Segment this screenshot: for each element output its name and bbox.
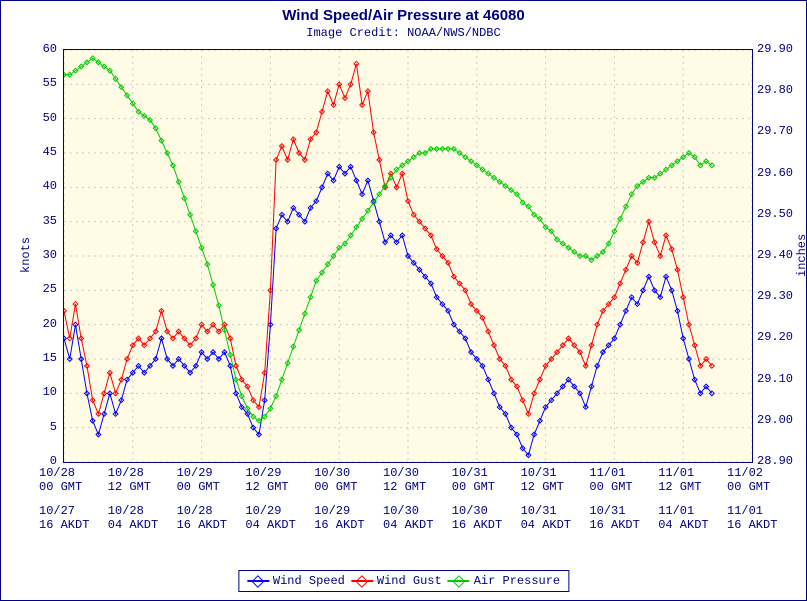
- legend-item: Air Pressure: [448, 574, 560, 588]
- chart-container: Wind Speed/Air Pressure at 46080 Image C…: [0, 0, 807, 601]
- y-right-tick-label: 29.80: [757, 83, 793, 97]
- chart-subtitle: Image Credit: NOAA/NWS/NDBC: [1, 26, 806, 40]
- x-tick-gmt: 10/30 00 GMT: [314, 467, 357, 495]
- y-left-tick-label: 5: [50, 420, 57, 434]
- legend-label: Wind Gust: [377, 574, 442, 588]
- chart-title: Wind Speed/Air Pressure at 46080: [1, 1, 806, 24]
- y-left-tick-label: 30: [43, 248, 57, 262]
- y-left-tick-label: 55: [43, 76, 57, 90]
- legend: Wind Speed Wind Gust Air Pressure: [238, 570, 569, 592]
- y-right-tick-label: 29.20: [757, 330, 793, 344]
- x-tick-akdt: 10/31 16 AKDT: [589, 505, 639, 533]
- y-right-tick-label: 29.90: [757, 42, 793, 56]
- x-tick-gmt: 11/01 00 GMT: [589, 467, 632, 495]
- y-right-tick-label: 29.40: [757, 248, 793, 262]
- x-tick-gmt: 10/29 00 GMT: [177, 467, 220, 495]
- x-tick-gmt: 11/02 00 GMT: [727, 467, 770, 495]
- y-left-tick-label: 25: [43, 282, 57, 296]
- y-left-tick-label: 10: [43, 385, 57, 399]
- y-right-tick-label: 29.50: [757, 207, 793, 221]
- x-tick-akdt: 10/31 04 AKDT: [521, 505, 571, 533]
- x-tick-akdt: 10/28 16 AKDT: [177, 505, 227, 533]
- y-right-tick-label: 29.70: [757, 124, 793, 138]
- y-left-tick-label: 45: [43, 145, 57, 159]
- y-axis-left-label: knots: [19, 237, 33, 273]
- legend-item: Wind Speed: [247, 574, 345, 588]
- x-tick-gmt: 10/28 00 GMT: [39, 467, 82, 495]
- y-left-tick-label: 15: [43, 351, 57, 365]
- y-right-tick-label: 29.00: [757, 413, 793, 427]
- x-tick-gmt: 10/29 12 GMT: [245, 467, 288, 495]
- x-tick-akdt: 10/30 04 AKDT: [383, 505, 433, 533]
- y-right-tick-label: 29.30: [757, 289, 793, 303]
- x-tick-akdt: 10/28 04 AKDT: [108, 505, 158, 533]
- x-tick-akdt: 10/29 04 AKDT: [245, 505, 295, 533]
- y-left-tick-label: 60: [43, 42, 57, 56]
- legend-label: Air Pressure: [474, 574, 560, 588]
- x-tick-gmt: 10/28 12 GMT: [108, 467, 151, 495]
- x-tick-gmt: 10/30 12 GMT: [383, 467, 426, 495]
- y-left-tick-label: 20: [43, 317, 57, 331]
- x-tick-akdt: 10/27 16 AKDT: [39, 505, 89, 533]
- x-tick-akdt: 11/01 04 AKDT: [658, 505, 708, 533]
- x-tick-akdt: 10/29 16 AKDT: [314, 505, 364, 533]
- x-tick-akdt: 11/01 16 AKDT: [727, 505, 777, 533]
- x-tick-akdt: 10/30 16 AKDT: [452, 505, 502, 533]
- legend-label: Wind Speed: [273, 574, 345, 588]
- legend-item: Wind Gust: [351, 574, 442, 588]
- x-tick-gmt: 10/31 12 GMT: [521, 467, 564, 495]
- x-tick-gmt: 10/31 00 GMT: [452, 467, 495, 495]
- plot-area: [63, 49, 753, 463]
- y-right-tick-label: 29.60: [757, 166, 793, 180]
- y-left-tick-label: 50: [43, 111, 57, 125]
- y-left-tick-label: 40: [43, 179, 57, 193]
- x-tick-gmt: 11/01 12 GMT: [658, 467, 701, 495]
- y-left-tick-label: 35: [43, 214, 57, 228]
- y-right-tick-label: 29.10: [757, 372, 793, 386]
- y-axis-right-label: inches: [795, 234, 807, 277]
